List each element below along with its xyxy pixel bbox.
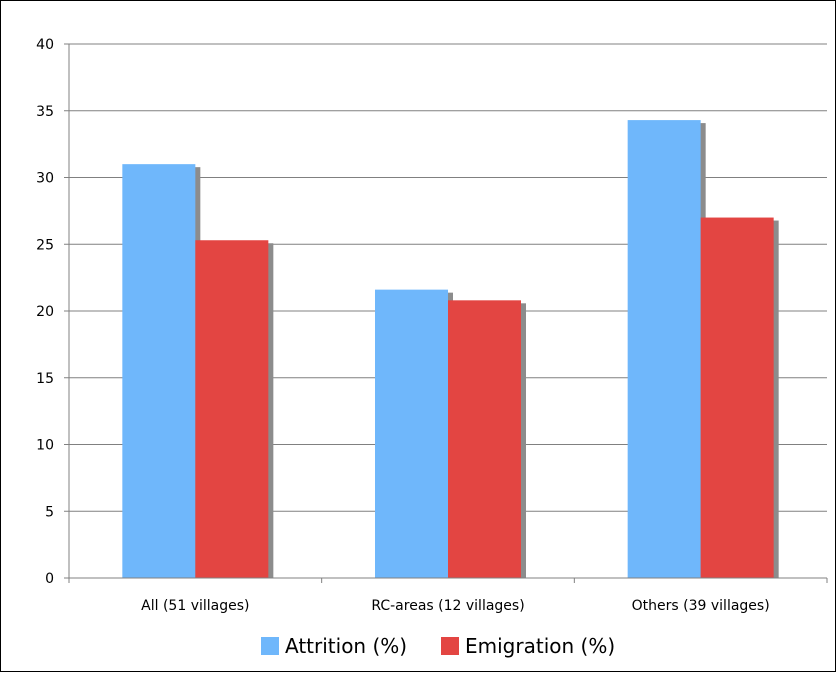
bar-emigration	[195, 240, 269, 578]
y-tick-label: 25	[36, 237, 54, 253]
bar-attrition	[122, 164, 196, 578]
bar-emigration	[448, 300, 521, 578]
x-tick-label: All (51 villages)	[141, 598, 249, 614]
legend-label: Attrition (%)	[285, 634, 407, 658]
x-tick-label: Others (39 villages)	[632, 598, 770, 614]
y-tick-label: 35	[36, 104, 54, 120]
y-tick-label: 10	[36, 438, 54, 454]
bar-attrition	[375, 289, 448, 578]
x-tick-label: RC-areas (12 villages)	[371, 598, 524, 614]
bar-emigration	[700, 217, 774, 579]
legend: Attrition (%) Emigration (%)	[261, 634, 615, 658]
legend-swatch	[441, 637, 459, 655]
bars	[122, 120, 779, 579]
legend-swatch	[261, 637, 279, 655]
y-axis: 0 5 10 15 20 25 30 35 40	[36, 37, 70, 587]
y-tick-label: 30	[36, 171, 54, 187]
y-tick-label: 0	[45, 571, 54, 587]
y-tick-label: 20	[36, 304, 54, 320]
y-tick-label: 5	[45, 504, 54, 520]
legend-label: Emigration (%)	[465, 634, 615, 658]
bar-attrition	[627, 120, 701, 578]
y-tick-label: 40	[36, 37, 54, 53]
x-axis: All (51 villages) RC-areas (12 villages) O…	[68, 577, 828, 614]
y-tick-label: 15	[36, 371, 54, 387]
